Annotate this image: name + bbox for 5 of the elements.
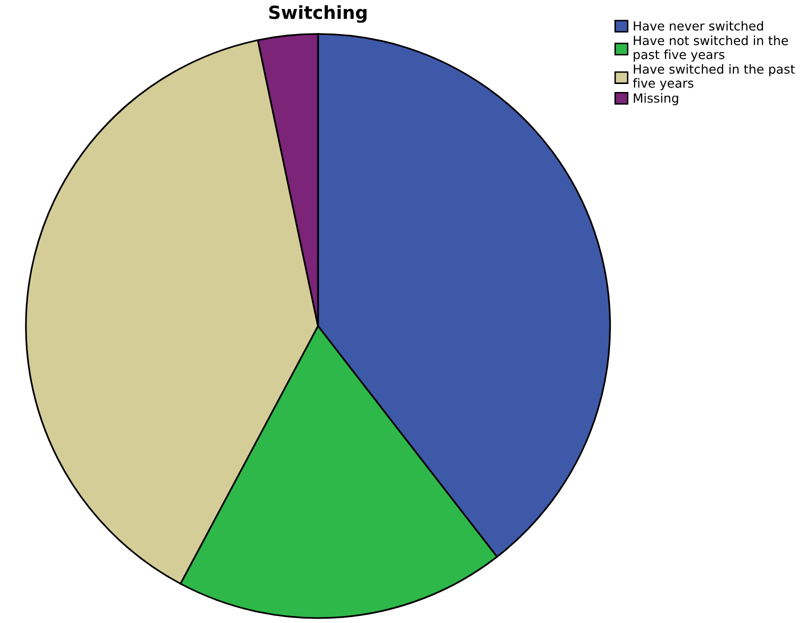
legend-label: Missing bbox=[634, 93, 678, 106]
legend-label: Have not switched in the past five years bbox=[634, 36, 788, 62]
legend-label: Have switched in the past five years bbox=[632, 64, 795, 90]
chart-title: Switching bbox=[269, 5, 366, 23]
legend-label: Have never switched bbox=[634, 20, 763, 31]
